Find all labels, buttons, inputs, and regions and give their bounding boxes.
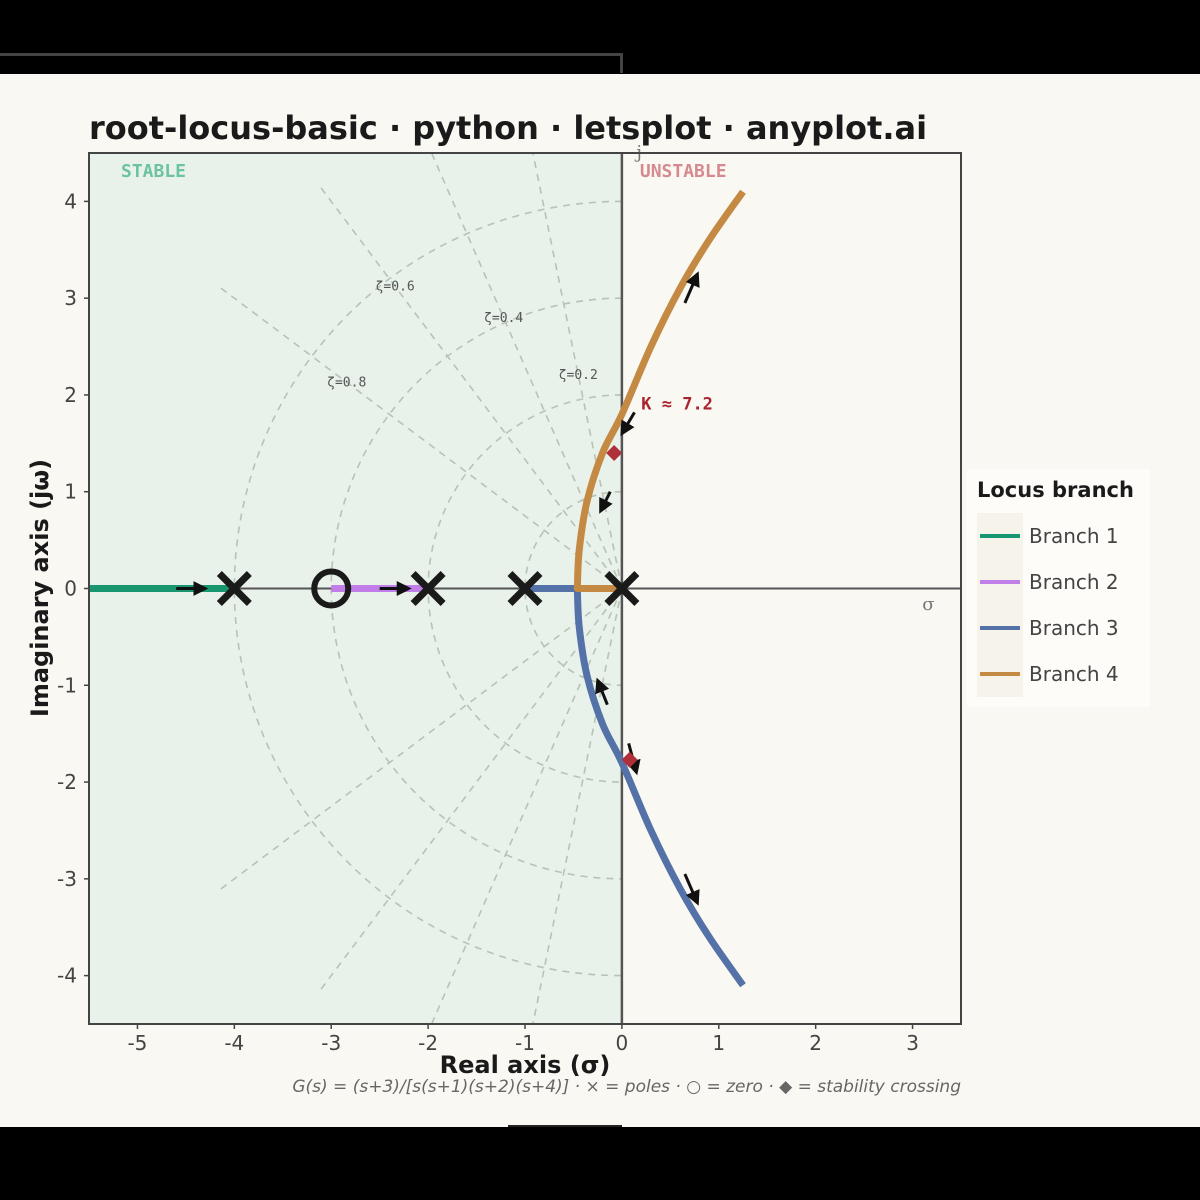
x-tick-label: -2 <box>418 1031 438 1055</box>
bottom-black-bar <box>0 1127 1200 1200</box>
x-tick-label: 3 <box>906 1031 919 1055</box>
pole-stroke <box>507 571 543 606</box>
x-tick-label: 0 <box>616 1031 629 1055</box>
legend-item-label: Branch 4 <box>1029 662 1119 686</box>
pole-marker <box>410 571 446 606</box>
y-tick-label: 4 <box>64 189 77 213</box>
pole-zero-markers <box>216 445 640 768</box>
zeta-label: ζ=0.2 <box>559 368 598 383</box>
zeta-line <box>218 587 623 892</box>
top-black-bar <box>0 0 1200 74</box>
chart-title: root-locus-basic · python · letsplot · a… <box>89 109 927 147</box>
y-tick-label: -3 <box>57 867 77 891</box>
x-tick-label: -4 <box>224 1031 244 1055</box>
plot-frame <box>88 152 962 1025</box>
pole-marker <box>604 571 640 606</box>
x-tick-label: 2 <box>809 1031 822 1055</box>
pole-stroke <box>604 571 640 606</box>
direction-arrow <box>683 873 700 906</box>
legend-item-label: Branch 3 <box>1029 616 1119 640</box>
stability-crossing-marker <box>621 751 638 768</box>
y-axis-label: Imaginary axis (jω) <box>26 459 54 717</box>
zeta-label: ζ=0.6 <box>376 280 415 295</box>
direction-arrow <box>599 491 613 514</box>
zeta-line <box>218 285 623 590</box>
zeta-label: ζ=0.8 <box>327 375 366 390</box>
sigma-annotation: σ <box>922 594 934 615</box>
stability-crossing-marker <box>606 445 623 462</box>
top-frame-line <box>0 53 623 73</box>
zero-marker <box>311 568 352 609</box>
y-tick-label: -2 <box>57 770 77 794</box>
zeta-line <box>318 588 623 992</box>
legend-item-label: Branch 2 <box>1029 570 1119 594</box>
region-label-stable: STABLE <box>121 161 186 182</box>
locus-branches <box>89 189 746 988</box>
direction-arrow <box>683 271 700 304</box>
zeta-line <box>532 588 623 1024</box>
legend-item-label: Branch 1 <box>1029 524 1119 548</box>
zeta-line <box>318 185 623 589</box>
zeta-label: ζ=0.4 <box>484 311 523 326</box>
direction-arrow <box>620 411 636 437</box>
x-tick-label: -5 <box>127 1031 147 1055</box>
x-tick-label: -3 <box>321 1031 341 1055</box>
y-tick-label: 1 <box>64 480 77 504</box>
bottom-tab-line <box>508 1125 622 1127</box>
wn-circle <box>524 490 622 687</box>
pole-stroke <box>410 571 446 606</box>
chart-labels: ζ=0.8ζ=0.6ζ=0.4ζ=0.2K ≈ 7.2σj <box>327 142 934 615</box>
pole-stroke <box>216 571 252 606</box>
gain-annotation: K ≈ 7.2 <box>641 394 713 414</box>
x-axis-label: Real axis (σ) <box>440 1051 611 1079</box>
y-tick-label: 0 <box>64 577 77 601</box>
pole-marker <box>507 571 543 606</box>
pole-marker <box>216 571 252 606</box>
caption: G(s) = (s+3)/[s(s+1)(s+2)(s+4)] · × = po… <box>292 1077 961 1097</box>
legend-key-bg <box>977 513 1023 697</box>
direction-arrow <box>595 677 610 706</box>
y-tick-label: 3 <box>64 286 77 310</box>
y-tick-label: -1 <box>57 673 77 697</box>
y-tick-label: -4 <box>57 964 77 988</box>
branch-3-line <box>525 585 746 988</box>
x-tick-label: 1 <box>712 1031 725 1055</box>
branch-4-line <box>573 189 746 592</box>
legend-title: Locus branch <box>977 478 1134 502</box>
x-tick-label: -1 <box>515 1031 535 1055</box>
legend: Locus branch Branch 1 Branch 2 Branch 3 Bra… <box>967 469 1150 707</box>
y-tick-label: 2 <box>64 383 77 407</box>
region-label-unstable: UNSTABLE <box>640 161 727 182</box>
